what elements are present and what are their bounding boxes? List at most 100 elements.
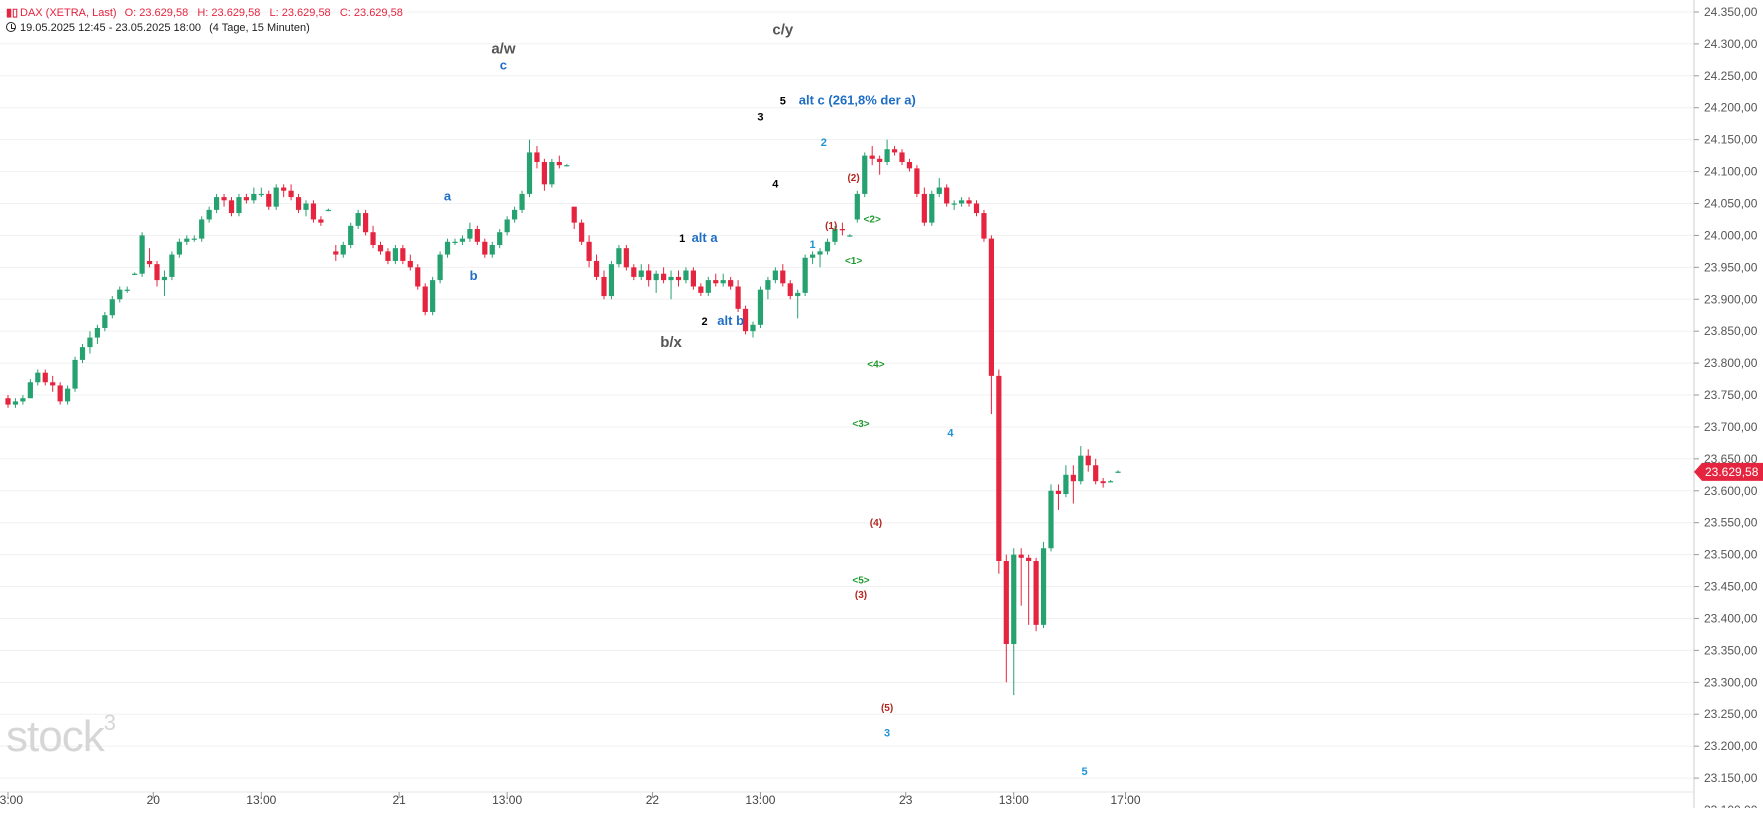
- candle-body: [877, 158, 883, 162]
- candle-body: [20, 398, 26, 402]
- candle-body: [35, 372, 41, 383]
- candle-body: [72, 359, 78, 389]
- y-tick-label: 24.200,00: [1704, 101, 1758, 115]
- y-tick-label: 24.000,00: [1704, 228, 1758, 242]
- candle-body: [310, 203, 317, 220]
- candle-body: [288, 190, 294, 198]
- x-tick-label: 17:00: [1110, 793, 1140, 807]
- candle-body: [1115, 471, 1121, 473]
- candle-body: [735, 286, 741, 309]
- candle-body: [355, 213, 361, 226]
- candle-body: [1055, 490, 1062, 494]
- candle-body: [839, 229, 845, 231]
- candle-body: [988, 238, 994, 376]
- candle-body: [832, 229, 838, 242]
- y-tick-label: 23.100,00: [1704, 803, 1758, 808]
- candle-body: [966, 200, 972, 204]
- candle-body: [340, 244, 346, 255]
- interval-label: (4 Tage, 15 Minuten): [209, 22, 310, 34]
- candle-body: [482, 241, 488, 255]
- candle-body: [497, 232, 503, 245]
- candle-body: [593, 260, 600, 277]
- y-tick-label: 24.350,00: [1704, 5, 1758, 19]
- last-price-marker: [1694, 462, 1763, 481]
- candle-body: [638, 270, 644, 277]
- candle-body: [221, 197, 227, 201]
- wave-label: <1>: [845, 256, 862, 267]
- candle-body: [750, 324, 756, 332]
- candle-body: [295, 197, 302, 210]
- watermark-sup: 3: [103, 710, 116, 735]
- candle-body: [385, 251, 391, 261]
- candle-body: [996, 375, 1002, 562]
- wave-label: a: [444, 188, 452, 203]
- x-tick-label: 13:00: [0, 793, 23, 807]
- candle-body: [199, 219, 205, 239]
- candle-body: [512, 209, 518, 220]
- candlestick-icon: ▮▯: [6, 7, 19, 19]
- candle-body: [646, 270, 652, 281]
- candle-body: [161, 276, 168, 281]
- wave-label: b/x: [660, 334, 682, 351]
- candle-body: [1003, 561, 1009, 645]
- wave-label: 3: [757, 111, 763, 123]
- candle-body: [27, 382, 33, 399]
- wave-label: 2: [702, 316, 708, 328]
- wave-label: 5: [1081, 766, 1087, 778]
- candle-body: [556, 161, 562, 166]
- x-tick-label: 13:00: [745, 793, 775, 807]
- candle-body: [661, 273, 667, 281]
- candle-body: [549, 161, 555, 185]
- candle-body: [57, 385, 63, 402]
- candle-body: [12, 401, 19, 405]
- candle-body: [154, 264, 160, 281]
- wave-label: <4>: [867, 360, 884, 371]
- y-tick-label: 23.350,00: [1704, 643, 1758, 657]
- candle-body: [109, 299, 115, 316]
- candle-body: [742, 308, 749, 332]
- candle-body: [981, 213, 987, 239]
- candle-body: [236, 197, 242, 214]
- candle-body: [377, 244, 384, 252]
- candle-body: [608, 264, 615, 297]
- wave-label: (5): [881, 703, 893, 714]
- candle-body: [668, 276, 674, 281]
- wave-label: (3): [855, 590, 867, 601]
- y-tick-label: 23.150,00: [1704, 771, 1758, 785]
- candle-body: [817, 251, 823, 255]
- candle-body: [243, 197, 249, 201]
- period-label: 19.05.2025 12:45 - 23.05.2025 18:00: [20, 22, 202, 34]
- wave-label: alt b: [717, 313, 744, 328]
- x-tick-label: 20: [147, 793, 161, 807]
- candle-body: [1100, 481, 1106, 484]
- candle-body: [348, 225, 354, 245]
- candle-body: [787, 283, 793, 297]
- y-tick-label: 23.950,00: [1704, 260, 1758, 274]
- candle-body: [631, 267, 637, 277]
- wave-label: 3: [884, 728, 890, 740]
- candle-body: [318, 219, 324, 223]
- candle-body: [780, 270, 786, 284]
- candle-body: [519, 193, 525, 210]
- wave-label: 5: [780, 96, 786, 108]
- y-tick-label: 23.700,00: [1704, 420, 1758, 434]
- y-tick-label: 23.900,00: [1704, 292, 1758, 306]
- y-tick-label: 23.650,00: [1704, 452, 1758, 466]
- candle-body: [526, 152, 533, 194]
- y-tick-label: 23.600,00: [1704, 484, 1758, 498]
- candle-body: [459, 238, 466, 242]
- wave-label: 1: [679, 233, 685, 245]
- candle-body: [415, 267, 421, 287]
- candle-body: [795, 292, 801, 297]
- candle-body: [1078, 455, 1084, 482]
- candle-body: [176, 241, 182, 255]
- wave-label: <5>: [852, 575, 869, 586]
- candle-body: [474, 229, 480, 242]
- candle-body: [5, 398, 11, 405]
- candle-body: [713, 280, 719, 284]
- candle-body: [169, 254, 175, 277]
- candle-body: [772, 270, 778, 281]
- wave-label: (1): [825, 221, 837, 232]
